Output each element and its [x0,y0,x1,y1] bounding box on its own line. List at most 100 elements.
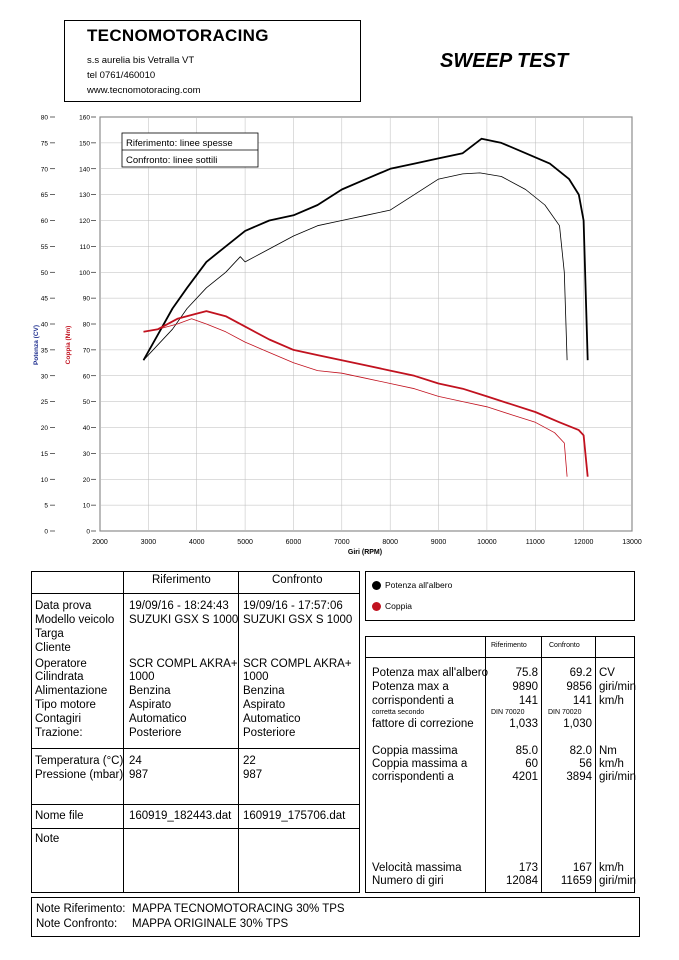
power_max-unit: CV [599,667,615,679]
torque_at-unit: km/h [599,758,624,770]
info-cmp-value: 19/09/16 - 17:57:06 [243,600,343,612]
pressure-label: Pressione (mbar) [35,769,124,781]
torque-tick-label: 30 [83,451,91,458]
power-tick-label: 45 [41,296,49,303]
power-tick-label: 40 [41,322,49,329]
torque_corr-cmp: 3894 [566,771,592,783]
x-tick-label: 4000 [189,539,205,546]
torque-at-label: Coppia massima a [372,758,468,770]
info-ref-value: 1000 [129,671,155,683]
x-tick-label: 3000 [141,539,157,546]
power-max-label: Potenza max all'albero [372,667,488,679]
x-axis-label: Giri (RPM) [348,549,382,556]
power-corr-label: corrispondenti a [372,695,454,707]
info-ref-value: 19/09/16 - 18:24:43 [129,600,229,612]
info-cmp-value: Posteriore [243,727,296,739]
info-label: Cliente [35,642,71,654]
torque-tick-label: 40 [83,425,91,432]
chart-legend-box: Riferimento: linee spesse Confronto: lin… [121,132,259,168]
file-cmp: 160919_175706.dat [243,810,346,822]
note-cmp-value: MAPPA ORIGINALE 30% TPS [132,918,289,930]
chart-series [142,137,589,477]
chart-grid [99,116,633,532]
info-ref-value: Benzina [129,685,171,697]
info-label: Data prova [35,600,92,612]
torque-tick-label: 110 [80,244,91,251]
info-cmp-value: 1000 [243,671,269,683]
torque-tick-label: 60 [83,373,91,380]
notes-box: Note Riferimento: MAPPA TECNOMOTORACING … [31,897,640,937]
info-label: Cilindrata [35,671,84,683]
col-header-reference: Riferimento [152,574,211,586]
series-legend: Potenza all'albero Coppia [365,571,635,621]
rpm-cmp: 11659 [560,875,592,887]
power-tick-label: 0 [44,529,48,536]
rpm-ref: 12084 [506,875,538,887]
power-tick-label: 10 [41,477,49,484]
power-tick-label: 60 [41,218,49,225]
power_max-cmp: 69.2 [569,667,592,679]
torque-tick-label: 10 [83,503,91,510]
x-tick-label: 7000 [334,539,350,546]
torque-tick-label: 100 [79,270,90,277]
power_rpm-cmp: 9856 [566,681,592,693]
info-label: Targa [35,628,64,640]
torque_at-ref: 60 [525,758,538,770]
torque-corr-label: corrispondenti a [372,771,454,783]
torque-tick-label: 120 [79,218,90,225]
info-cmp-value: Aspirato [243,699,286,711]
file-ref: 160919_182443.dat [129,810,232,822]
power-tick-label: 25 [41,399,49,406]
power_max-ref: 75.8 [515,667,538,679]
pressure-ref: 987 [129,769,149,781]
corr-cmp: 141 [572,695,592,707]
torque_max-unit: Nm [599,745,617,757]
header-box: TECNOMOTORACING s.s aurelia bis Vetralla… [64,20,361,102]
speed-ref: 173 [518,862,538,874]
factor-ref: 1,033 [509,718,538,730]
note-cmp-label: Note Confronto: [36,918,118,930]
note-ref-label: Note Riferimento: [36,903,126,915]
power-axis-label: Potenza (CV) [33,325,40,365]
info-ref-value: SCR COMPL AKRA+ [129,658,238,670]
dyno-chart: 2000 3000 4000 5000 6000 7000 8000 9000 10000 110… [33,115,642,557]
x-tick-label: 10000 [477,539,497,546]
power-line-reference [142,137,589,361]
col-header-comparison: Confronto [272,574,323,586]
rpm-unit: giri/min [599,875,637,887]
pressure-cmp: 987 [243,769,263,781]
power-tick-label: 55 [41,244,49,251]
speed-label: Velocità massima [372,862,462,874]
torque-tick-label: 90 [83,296,91,303]
info-ref-value: Automatico [129,713,187,725]
info-label: Tipo motore [35,699,96,711]
note-ref-value: MAPPA TECNOMOTORACING 30% TPS [132,903,345,915]
torque_max-cmp: 82.0 [569,745,592,757]
speed-unit: km/h [599,862,624,874]
x-tick-label: 5000 [237,539,253,546]
info-label: Operatore [35,658,87,670]
power-tick-label: 35 [41,347,49,354]
info-ref-value: Aspirato [129,699,172,711]
torque_max-ref: 85.0 [515,745,538,757]
x-tick-label: 6000 [286,539,302,546]
info-label: Contagiri [35,713,82,725]
torque-tick-label: 140 [79,166,90,173]
torque-axis-label: Coppia (Nm) [65,326,72,365]
company-phone: tel 0761/460010 [87,70,156,81]
x-tick-label: 9000 [431,539,447,546]
torque-legend-dot [372,602,381,611]
corr-unit: km/h [599,695,624,707]
power-legend-label: Potenza all'albero [385,580,453,590]
torque-tick-label: 70 [83,347,91,354]
din-standard: DIN 70020 [491,709,525,716]
test-title: SWEEP TEST [440,50,569,72]
corr-ref: 141 [518,695,538,707]
power_rpm-unit: giri/min [599,681,637,693]
power-tick-label: 5 [44,503,48,510]
torque_corr-ref: 4201 [512,771,538,783]
power-tick-label: 20 [41,425,49,432]
factor-cmp: 1,030 [563,718,592,730]
torque-tick-label: 150 [79,140,90,147]
results-header-comparison: Confronto [549,642,580,649]
